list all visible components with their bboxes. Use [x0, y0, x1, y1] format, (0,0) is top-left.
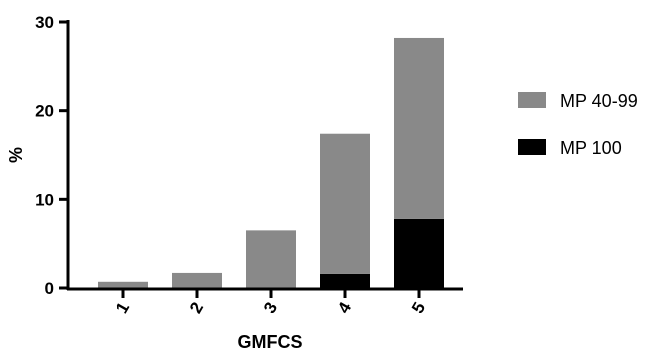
legend: MP 40-99 MP 100 — [518, 91, 638, 158]
bar-mp-40-99-cat-3 — [246, 230, 296, 288]
legend-label-mp-40-99: MP 40-99 — [560, 91, 638, 111]
x-tick-label-2: 2 — [186, 299, 207, 317]
bar-mp-40-99-cat-1 — [98, 281, 148, 288]
y-axis-title: % — [6, 147, 26, 163]
ticks-group: 0 10 20 30 1 2 3 4 5 — [35, 13, 429, 317]
y-tick-label-30: 30 — [35, 13, 54, 32]
y-tick-label-20: 20 — [35, 102, 54, 121]
legend-swatch-mp-40-99 — [518, 92, 546, 108]
axes-group — [66, 20, 463, 291]
x-tick-label-1: 1 — [112, 299, 133, 317]
x-axis-title: GMFCS — [238, 332, 303, 352]
legend-swatch-mp-100 — [518, 139, 546, 155]
x-tick-label-4: 4 — [334, 298, 355, 316]
bar-mp-100-cat-5 — [394, 218, 444, 288]
y-tick-label-0: 0 — [45, 279, 54, 298]
bar-mp-100-cat-4 — [320, 273, 370, 288]
bar-mp-40-99-cat-4 — [320, 133, 370, 274]
y-tick-label-10: 10 — [35, 190, 54, 209]
legend-label-mp-100: MP 100 — [560, 138, 622, 158]
bar-mp-40-99-cat-2 — [172, 272, 222, 288]
bar-mp-40-99-cat-5 — [394, 37, 444, 219]
bars-group — [98, 37, 444, 288]
x-tick-label-5: 5 — [408, 299, 429, 317]
x-tick-label-3: 3 — [260, 299, 281, 317]
